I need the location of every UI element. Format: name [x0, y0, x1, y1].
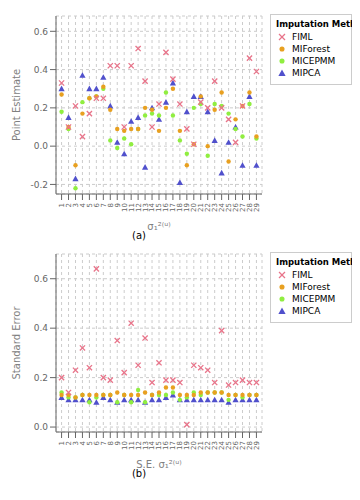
svg-text:10: 10 [120, 441, 129, 450]
svg-text:Point Estimate: Point Estimate [11, 69, 22, 141]
svg-text:0.6: 0.6 [34, 27, 49, 37]
html-text:MICEPMM: MICEPMM [292, 56, 336, 66]
svg-text:12: 12 [134, 441, 143, 450]
svg-text:19: 19 [183, 203, 192, 212]
svg-text:19: 19 [183, 441, 192, 450]
svg-text:15: 15 [155, 441, 164, 450]
html-text:FIML: FIML [292, 270, 313, 280]
svg-text:0.2: 0.2 [34, 373, 48, 383]
html-text:MIPCA: MIPCA [292, 306, 321, 316]
svg-text:23: 23 [211, 441, 220, 450]
svg-text:29: 29 [253, 441, 261, 450]
svg-text:16: 16 [162, 441, 171, 450]
svg-text:28: 28 [245, 441, 254, 450]
svg-text:18: 18 [176, 203, 185, 212]
svg-text:17: 17 [169, 203, 178, 212]
svg-text:3: 3 [71, 441, 80, 446]
svg-text:14: 14 [148, 203, 157, 212]
svg-text:23: 23 [211, 203, 220, 212]
svg-text:7: 7 [99, 203, 108, 208]
html-text:FIML: FIML [292, 32, 313, 42]
svg-text:24: 24 [218, 441, 227, 450]
svg-text:29: 29 [253, 203, 261, 212]
svg-text:27: 27 [239, 203, 247, 212]
svg-text:13: 13 [141, 441, 150, 450]
html-text:MIPCA: MIPCA [292, 68, 321, 78]
svg-text:0.0: 0.0 [34, 141, 49, 151]
svg-text:14: 14 [148, 441, 157, 450]
svg-text:0.4: 0.4 [34, 65, 49, 75]
svg-text:5: 5 [85, 441, 94, 446]
html-text:(b): (b) [131, 468, 147, 479]
svg-text:9: 9 [113, 203, 122, 208]
svg-text:-0.2: -0.2 [30, 180, 48, 190]
svg-text:12: 12 [134, 203, 143, 212]
svg-text:5: 5 [85, 203, 94, 208]
svg-text:0.6: 0.6 [34, 274, 49, 284]
svg-text:10: 10 [120, 203, 129, 212]
svg-text:21: 21 [197, 441, 206, 450]
svg-text:13: 13 [141, 203, 150, 212]
svg-text:7: 7 [99, 441, 108, 446]
svg-text:0.2: 0.2 [34, 103, 48, 113]
svg-text:11: 11 [127, 203, 136, 212]
svg-text:20: 20 [190, 441, 199, 450]
html-text:(a): (a) [132, 230, 146, 241]
svg-text:15: 15 [155, 203, 164, 212]
html-text:MIForest: MIForest [292, 44, 330, 54]
svg-text:22: 22 [204, 441, 213, 450]
svg-text:S.E. σ₁²⁽ᵘ⁾: S.E. σ₁²⁽ᵘ⁾ [136, 459, 182, 468]
svg-text:24: 24 [218, 203, 227, 212]
svg-text:21: 21 [197, 203, 206, 212]
svg-text:1: 1 [58, 441, 66, 446]
svg-text:20: 20 [190, 203, 199, 212]
svg-text:6: 6 [92, 203, 101, 208]
svg-text:16: 16 [162, 203, 171, 212]
svg-text:9: 9 [113, 441, 122, 446]
svg-text:11: 11 [127, 441, 136, 450]
svg-text:0.0: 0.0 [34, 422, 49, 432]
svg-text:26: 26 [232, 441, 240, 450]
svg-text:2: 2 [65, 441, 73, 446]
svg-text:17: 17 [169, 441, 178, 450]
svg-text:σ₁²⁽ᵘ⁾: σ₁²⁽ᵘ⁾ [147, 221, 170, 230]
svg-text:27: 27 [239, 441, 247, 450]
svg-text:8: 8 [106, 203, 115, 208]
svg-text:25: 25 [225, 441, 233, 450]
svg-text:4: 4 [78, 441, 87, 446]
html-text:MICEPMM: MICEPMM [292, 294, 336, 304]
svg-text:26: 26 [232, 203, 240, 212]
svg-text:3: 3 [71, 203, 80, 208]
svg-text:18: 18 [176, 441, 185, 450]
svg-text:28: 28 [245, 203, 254, 212]
svg-text:8: 8 [106, 441, 115, 446]
html-text:MIForest: MIForest [292, 282, 330, 292]
svg-text:6: 6 [92, 441, 101, 446]
svg-text:22: 22 [204, 203, 213, 212]
svg-text:25: 25 [225, 203, 233, 212]
svg-text:Standard Error: Standard Error [11, 306, 22, 380]
svg-text:1: 1 [58, 203, 66, 208]
svg-text:2: 2 [65, 203, 73, 208]
svg-text:4: 4 [78, 203, 87, 208]
svg-text:0.4: 0.4 [34, 323, 49, 333]
